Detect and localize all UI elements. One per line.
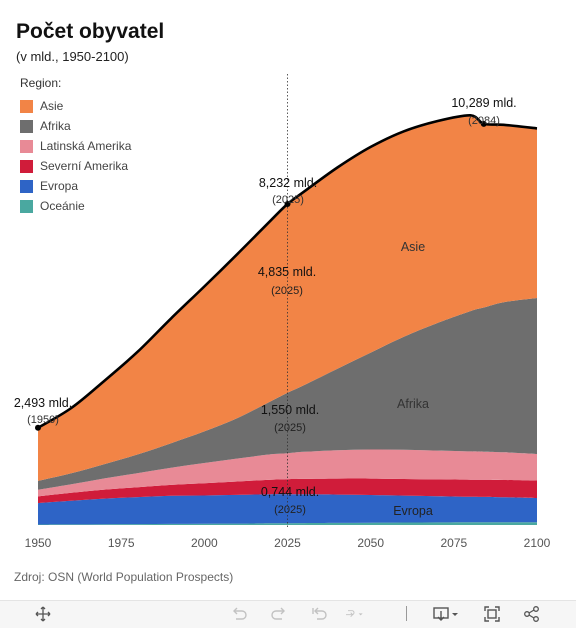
legend-label: Latinská Amerika bbox=[40, 139, 132, 153]
legend-item-asie[interactable]: Asie bbox=[20, 96, 131, 116]
legend-item-latinska-amerika[interactable]: Latinská Amerika bbox=[20, 136, 131, 156]
refresh-icon[interactable] bbox=[344, 604, 364, 624]
x-tick-label: 2075 bbox=[440, 536, 467, 550]
x-tick-label: 2000 bbox=[191, 536, 218, 550]
annotation-label: 10,289 mld. bbox=[451, 96, 516, 110]
move-icon[interactable] bbox=[33, 604, 53, 624]
annotation-label: 0,744 mld. bbox=[261, 485, 319, 499]
total-line bbox=[37, 113, 538, 429]
annotation-sub: (2025) bbox=[274, 504, 306, 516]
legend-swatch bbox=[20, 179, 33, 193]
legend-label: Evropa bbox=[40, 179, 79, 193]
legend-item-severni-amerika[interactable]: Severní Amerika bbox=[20, 156, 131, 176]
source-note: Zdroj: OSN (World Population Prospects) bbox=[14, 570, 234, 584]
legend-swatch bbox=[20, 159, 33, 173]
revert-icon[interactable] bbox=[309, 604, 329, 624]
toolbar bbox=[0, 600, 576, 628]
annotation-label: 1,550 mld. bbox=[261, 403, 319, 417]
annotation-label: 8,232 mld. bbox=[259, 176, 317, 190]
legend-item-afrika[interactable]: Afrika bbox=[20, 116, 131, 136]
x-tick-label: 2100 bbox=[524, 536, 551, 550]
undo-icon[interactable] bbox=[229, 604, 249, 624]
area-latinská-amerika bbox=[38, 449, 537, 497]
total-point bbox=[284, 201, 291, 208]
x-tick-label: 1975 bbox=[108, 536, 135, 550]
annotation-sub: (2025) bbox=[272, 194, 304, 206]
redo-icon[interactable] bbox=[269, 604, 289, 624]
annotation-sub: (1950) bbox=[27, 414, 59, 426]
area-label-evropa: Evropa bbox=[393, 504, 433, 518]
download-icon[interactable] bbox=[432, 604, 462, 624]
chart-subtitle: (v mld., 1950-2100) bbox=[16, 49, 129, 64]
population-chart: 2,493 mld. (1950) 8,232 mld. (2025) 10,289 m… bbox=[14, 74, 551, 550]
annotation-sub: (2084) bbox=[468, 115, 500, 127]
area-label-asie: Asie bbox=[401, 240, 425, 254]
legend-swatch bbox=[20, 99, 33, 113]
toolbar-separator bbox=[406, 606, 407, 621]
legend-swatch bbox=[20, 139, 33, 153]
legend-swatch bbox=[20, 199, 33, 213]
area-label-afrika: Afrika bbox=[397, 397, 429, 411]
legend-title: Region: bbox=[20, 76, 62, 90]
x-tick-label: 2050 bbox=[357, 536, 384, 550]
legend-label: Asie bbox=[40, 99, 64, 113]
x-tick-label: 2025 bbox=[274, 536, 301, 550]
x-tick-label: 1950 bbox=[25, 536, 52, 550]
annotation-sub: (2025) bbox=[274, 422, 306, 434]
annotation-label: 2,493 mld. bbox=[14, 396, 72, 410]
annotation-sub: (2025) bbox=[271, 285, 303, 297]
legend-label: Oceánie bbox=[40, 199, 85, 213]
total-point bbox=[35, 424, 41, 431]
chart-title: Počet obyvatel bbox=[16, 20, 165, 43]
fullscreen-icon[interactable] bbox=[482, 604, 502, 624]
legend-item-oceanie[interactable]: Oceánie bbox=[20, 196, 131, 216]
total-point bbox=[480, 120, 487, 127]
legend-swatch bbox=[20, 119, 33, 133]
share-icon[interactable] bbox=[522, 604, 542, 624]
legend-label: Severní Amerika bbox=[40, 159, 129, 173]
legend: Region: Asie Afrika Latinská Amerika Sev… bbox=[20, 76, 131, 216]
annotation-label: 4,835 mld. bbox=[258, 265, 316, 279]
legend-label: Afrika bbox=[40, 119, 71, 133]
legend-item-evropa[interactable]: Evropa bbox=[20, 176, 131, 196]
area-oceánie bbox=[38, 522, 537, 525]
